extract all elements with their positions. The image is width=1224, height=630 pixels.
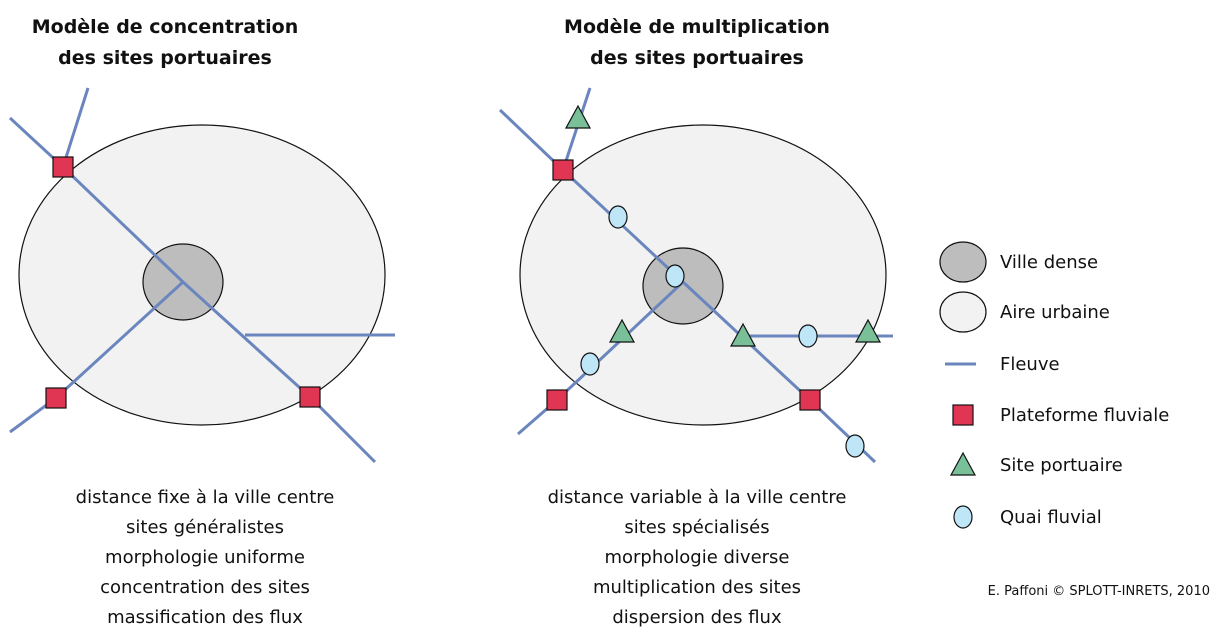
title: des sites portuaires (590, 47, 804, 69)
platform (552, 159, 574, 181)
port-site (564, 104, 592, 129)
legend-label: Plateforme fluviale (1000, 405, 1169, 426)
description: morphologie diverse (604, 547, 789, 568)
left-model (8, 87, 395, 464)
river (561, 87, 592, 171)
credit: E. Paffoni © SPLOTT-INRETS, 2010 (988, 584, 1210, 599)
description: dispersion des flux (612, 607, 782, 628)
right-model (498, 87, 893, 464)
river (61, 87, 90, 168)
legend-label: Site portuaire (1000, 455, 1123, 476)
legend-label: Fleuve (1000, 354, 1060, 375)
platform (52, 156, 74, 178)
legend-icon (939, 241, 987, 283)
quay (608, 205, 628, 229)
description: sites spécialisés (624, 517, 769, 538)
description: distance fixe à la ville centre (76, 487, 335, 508)
quay (580, 352, 600, 376)
title: Modèle de concentration (32, 16, 299, 38)
description: concentration des sites (100, 577, 310, 598)
port-site (729, 322, 757, 347)
quay (798, 324, 818, 348)
port-site (854, 318, 882, 343)
quay (845, 434, 865, 458)
quay (665, 264, 685, 288)
legend-label: Quai fluvial (1000, 507, 1102, 528)
legend-label: Aire urbaine (1000, 302, 1110, 323)
legend-icon (953, 505, 973, 529)
legend-icon (949, 451, 977, 476)
dense-city (642, 247, 724, 325)
description: morphologie uniforme (105, 547, 305, 568)
legend-label: Ville dense (1000, 252, 1098, 273)
description: sites généralistes (126, 517, 284, 538)
platform (299, 386, 321, 408)
title: Modèle de multiplication (564, 16, 830, 38)
port-site (608, 318, 636, 343)
description: multiplication des sites (593, 577, 801, 598)
platform (799, 389, 821, 411)
platform (45, 387, 67, 409)
texts: Modèle de concentration des sites portuai… (32, 16, 1210, 628)
legend-icon (939, 291, 987, 333)
platform (546, 389, 568, 411)
description: massification des flux (107, 607, 303, 628)
legend-icon (952, 404, 974, 426)
description: distance variable à la ville centre (548, 487, 847, 508)
legend-icons (939, 241, 987, 529)
title: des sites portuaires (58, 47, 272, 69)
